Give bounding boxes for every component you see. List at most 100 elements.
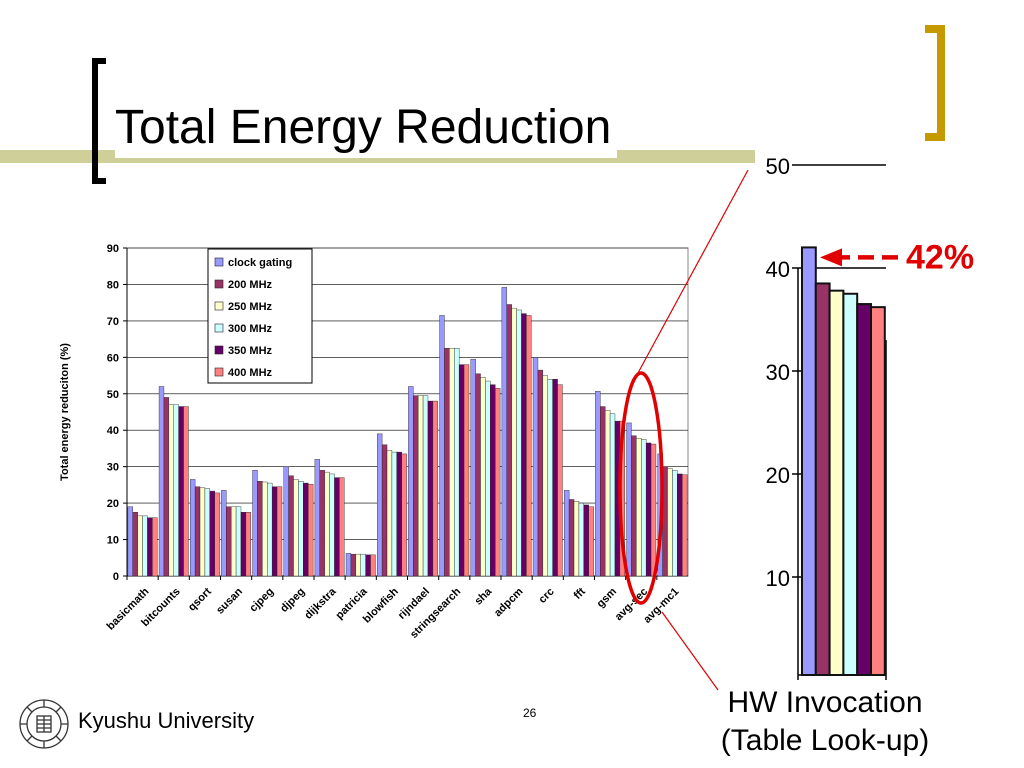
bar-cjpeg-300-MHz [267,482,273,577]
bar-stringsearch-300-MHz [454,348,460,577]
legend-label: 350 MHz [228,345,273,357]
bar-dijkstra-300-MHz [329,473,335,577]
bar-susan-250-MHz [230,506,237,577]
bar-crc-350-MHz [552,379,558,577]
main-y-tick-label: 10 [107,535,119,547]
bar-blowfish-clock-gating [377,433,383,577]
bar-rijndael-400-MHz [432,400,438,577]
bar-bitcounts-300-MHz [173,404,179,577]
bar-stringsearch-350-MHz [458,364,465,577]
callout-arrowhead [820,248,842,267]
bar-bitcounts-200-MHz [163,397,170,577]
legend-label: 200 MHz [228,279,273,291]
bar-basicmath-clock-gating [127,506,133,577]
bar-fft-clock-gating [564,490,570,577]
legend-label: 400 MHz [228,367,273,379]
bar-dijkstra-200-MHz [319,470,325,577]
bar-basicmath-400-MHz [152,517,158,577]
bar-patricia-400-MHz [370,554,376,577]
bar-qsort-clock-gating [190,479,196,577]
bar-patricia-300-MHz [360,553,366,577]
bar-fft-300-MHz [578,502,585,577]
bar-gsm-clock-gating [595,391,601,577]
bar-patricia-350-MHz [365,554,371,577]
bar-rijndael-clock-gating [408,386,414,577]
zoom-bar-200-MHz [814,282,831,676]
zoom-y-tick-label: 30 [766,360,790,385]
legend-swatch [214,257,224,267]
main-x-tick-label: djpeg [278,586,307,615]
callout-percentage: 42% [906,238,974,276]
main-x-tick-label: sha [472,585,495,608]
bar-gsm-250-MHz [604,409,611,577]
main-y-axis-label: Total energy reduciton (%) [59,343,71,481]
bar-sha-300-MHz [485,380,491,577]
title-left-bracket [92,58,106,184]
main-y-tick-label: 90 [107,243,119,255]
bar-dijkstra-400-MHz [339,477,345,577]
bar-patricia-clock-gating [345,553,352,577]
bar-cjpeg-200-MHz [257,481,263,577]
bar-avg-sec-350-MHz [645,442,652,577]
bar-susan-400-MHz [245,512,251,577]
connector-line-top [637,169,749,374]
bar-qsort-300-MHz [204,488,211,577]
bar-stringsearch-200-MHz [444,348,450,577]
bar-rijndael-350-MHz [427,400,434,577]
bar-crc-300-MHz [547,379,553,577]
bar-rijndael-300-MHz [422,395,429,577]
main-x-tick-label: crc [537,586,557,606]
corner-right-bracket [925,25,945,141]
bar-avg-mc1-300-MHz [672,470,678,577]
bar-patricia-250-MHz [355,553,361,577]
bar-avg-sec-300-MHz [641,439,647,577]
bar-sha-200-MHz [475,373,481,577]
zoom-bar-clock-gating [801,246,817,676]
bar-rijndael-200-MHz [413,395,419,577]
bar-fft-200-MHz [568,499,575,577]
zoom-bar-250-MHz [828,289,845,676]
main-x-tick-label: cjpeg [247,586,276,615]
zoom-y-tick-label: 40 [766,257,790,282]
bar-susan-350-MHz [240,512,247,577]
bar-qsort-350-MHz [209,490,215,577]
legend-label: 250 MHz [228,301,273,313]
bar-bitcounts-250-MHz [168,404,174,577]
zoom-caption: HW Invocation (Table Look-up) [700,684,950,760]
bar-adpcm-300-MHz [516,309,522,577]
bar-crc-250-MHz [542,375,548,577]
bar-basicmath-250-MHz [137,515,143,577]
bar-avg-sec-200-MHz [631,435,637,577]
legend-box [207,248,313,384]
bar-djpeg-clock-gating [283,466,289,577]
bar-blowfish-300-MHz [391,451,398,577]
bar-sha-clock-gating [470,358,476,577]
zoom-y-tick-label: 10 [766,566,790,591]
bar-gsm-300-MHz [609,413,616,577]
bar-blowfish-350-MHz [396,451,402,577]
bar-blowfish-400-MHz [401,453,407,577]
bar-sha-350-MHz [490,384,496,577]
bar-basicmath-300-MHz [142,515,148,577]
bar-qsort-200-MHz [194,486,201,577]
main-x-tick-label: dijkstra [302,585,339,622]
bar-dijkstra-350-MHz [334,477,340,577]
main-y-tick-label: 30 [107,462,119,474]
bar-patricia-200-MHz [350,553,357,577]
bar-qsort-400-MHz [214,492,220,577]
legend-swatch [214,323,224,333]
bar-crc-clock-gating [532,357,539,577]
zoom-y-tick-label: 20 [766,463,790,488]
bar-adpcm-250-MHz [511,307,517,577]
bar-cjpeg-400-MHz [276,486,283,577]
bar-djpeg-400-MHz [308,483,314,577]
bar-bitcounts-clock-gating [158,386,165,577]
bar-stringsearch-250-MHz [449,348,455,577]
legend-swatch [214,367,224,377]
main-x-tick-label: qsort [186,585,214,613]
legend-label: 300 MHz [228,323,273,335]
bar-sha-400-MHz [495,388,501,577]
bar-fft-250-MHz [573,501,580,577]
page-number: 26 [523,706,537,720]
